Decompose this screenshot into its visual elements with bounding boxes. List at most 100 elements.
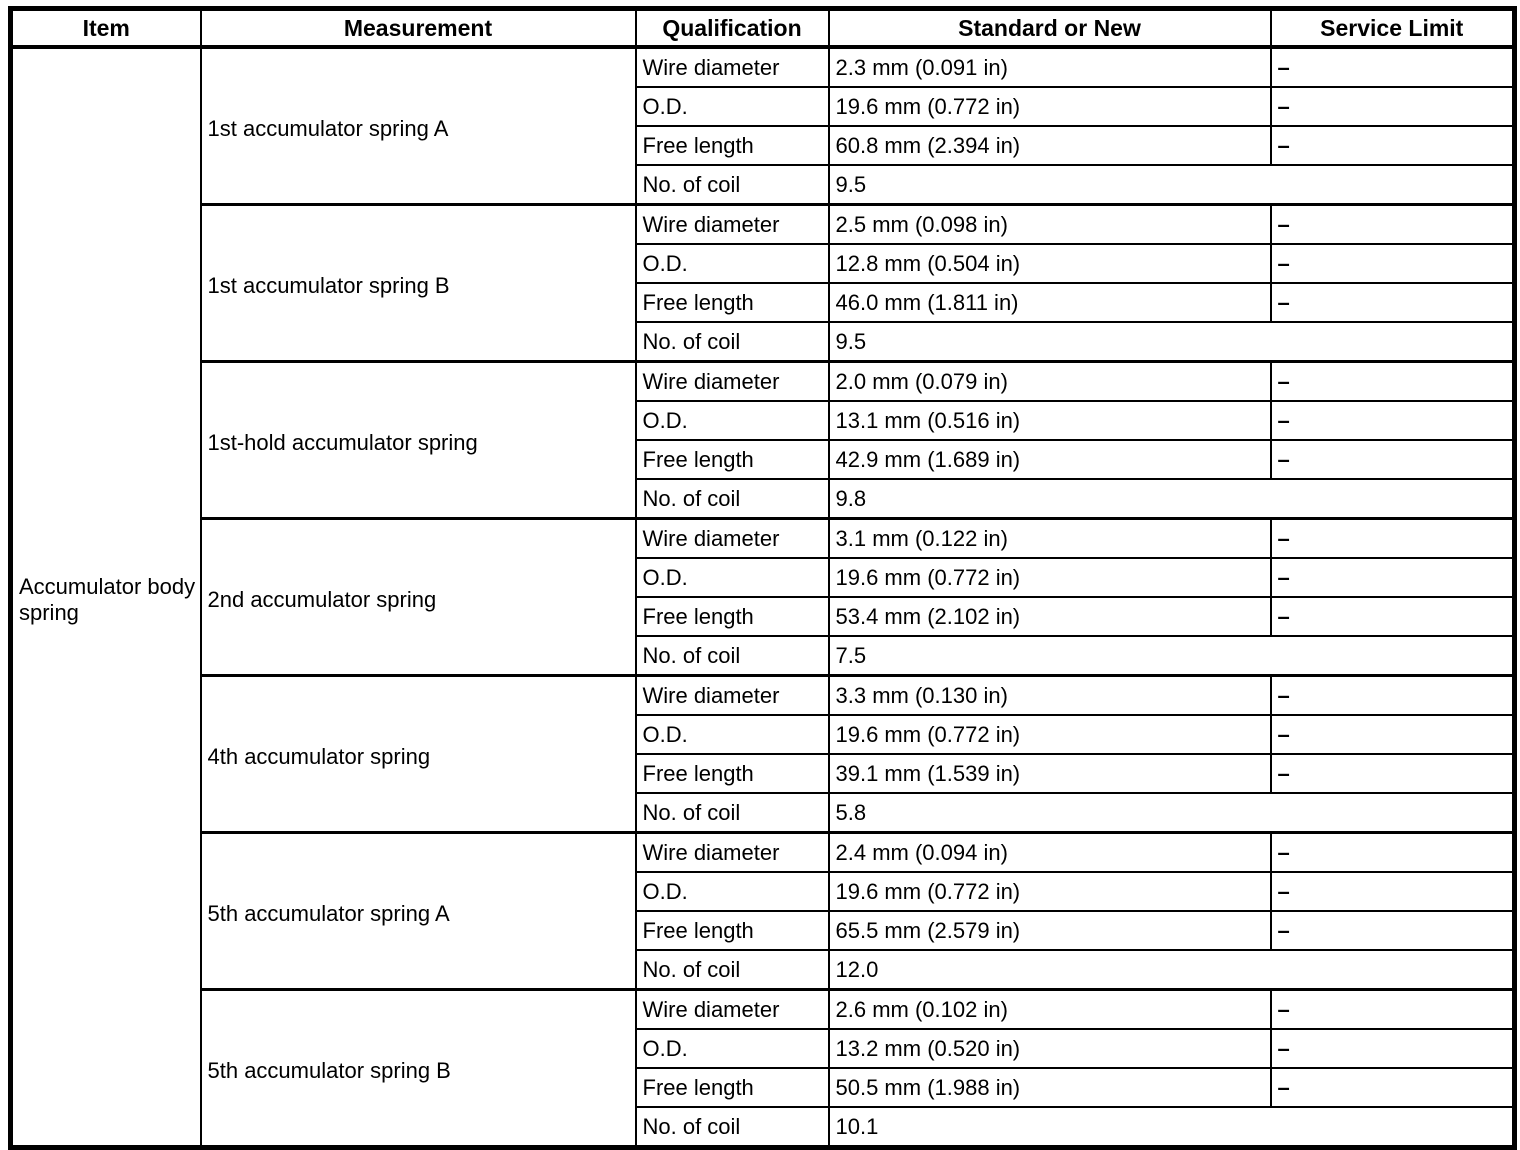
standard-cell: 2.5 mm (0.098 in) — [827, 203, 1272, 245]
qualification-cell: Wire diameter — [634, 831, 830, 873]
measurement-cell: 5th accumulator spring A — [199, 831, 637, 991]
qualification-cell: Free length — [634, 596, 830, 637]
manual-page: Item Measurement Qualification Standard … — [8, 6, 1517, 1150]
table-row: 5th accumulator spring A Wire diameter 2… — [11, 831, 1516, 991]
table-row: O.D. 13.1 mm (0.516 in) – — [11, 400, 1516, 441]
qualification-cell: No. of coil — [634, 949, 830, 991]
measurement-cell: 4th accumulator spring — [199, 674, 637, 834]
table-row: Free length 60.8 mm (2.394 in) – — [11, 125, 1516, 166]
service-limit-cell: – — [1269, 831, 1516, 873]
table-row: O.D. 13.2 mm (0.520 in) – — [11, 1028, 1516, 1069]
table-row: Free length 42.9 mm (1.689 in) – — [11, 439, 1516, 480]
qualification-cell: Wire diameter — [634, 203, 830, 245]
qualification-cell: Free length — [634, 1067, 830, 1108]
service-limit-cell: – — [1269, 910, 1516, 951]
service-limit-cell: – — [1269, 46, 1516, 88]
header-cell-measurement: Measurement — [199, 7, 637, 49]
table-row: 5th accumulator spring B Wire diameter 2… — [11, 988, 1516, 1149]
table-row: O.D. 19.6 mm (0.772 in) – — [11, 86, 1516, 127]
table-row: No. of coil 9.5 — [11, 164, 1516, 206]
header-cell-service-limit: Service Limit — [1269, 7, 1516, 49]
qualification-cell: No. of coil — [634, 792, 830, 834]
table-row: 4th accumulator spring Wire diameter 3.3… — [11, 674, 1516, 834]
standard-cell: 19.6 mm (0.772 in) — [827, 871, 1272, 912]
standard-cell: 5.8 — [827, 792, 1516, 834]
qualification-cell: No. of coil — [634, 321, 830, 363]
spring-spec-table: Item Measurement Qualification Standard … — [8, 6, 1517, 1150]
table-row: No. of coil 9.8 — [11, 478, 1516, 520]
qualification-cell: Free length — [634, 282, 830, 323]
standard-cell: 19.6 mm (0.772 in) — [827, 714, 1272, 755]
qualification-cell: Wire diameter — [634, 988, 830, 1030]
table-row: O.D. 12.8 mm (0.504 in) – — [11, 243, 1516, 284]
standard-cell: 42.9 mm (1.689 in) — [827, 439, 1272, 480]
qualification-cell: No. of coil — [634, 635, 830, 677]
measurement-cell: 2nd accumulator spring — [199, 517, 637, 677]
measurement-cell: 1st accumulator spring B — [199, 203, 637, 363]
table-row: Accumulator body spring 1st accumulator … — [9, 46, 1516, 1149]
table-row: O.D. 19.6 mm (0.772 in) – — [11, 714, 1516, 755]
standard-cell: 39.1 mm (1.539 in) — [827, 753, 1272, 794]
table-row: 1st-hold accumulator spring Wire diamete… — [11, 360, 1516, 520]
table-row: Free length 46.0 mm (1.811 in) – — [11, 282, 1516, 323]
qualification-cell: Wire diameter — [634, 46, 830, 88]
service-limit-cell: – — [1269, 674, 1516, 716]
standard-cell: 2.3 mm (0.091 in) — [827, 46, 1272, 88]
standard-cell: 60.8 mm (2.394 in) — [827, 125, 1272, 166]
standard-cell: 2.6 mm (0.102 in) — [827, 988, 1272, 1030]
standard-cell: 13.1 mm (0.516 in) — [827, 400, 1272, 441]
standard-cell: 7.5 — [827, 635, 1516, 677]
standard-cell: 2.4 mm (0.094 in) — [827, 831, 1272, 873]
service-limit-cell: – — [1269, 282, 1516, 323]
service-limit-cell: – — [1269, 988, 1516, 1030]
service-limit-cell: – — [1269, 557, 1516, 598]
table-row: 1st accumulator spring B Wire diameter 2… — [11, 203, 1516, 363]
service-limit-cell: – — [1269, 400, 1516, 441]
qualification-cell: Free length — [634, 439, 830, 480]
qualification-cell: No. of coil — [634, 164, 830, 206]
table-row: O.D. 19.6 mm (0.772 in) – — [11, 871, 1516, 912]
standard-cell: 10.1 — [827, 1106, 1516, 1149]
standard-cell: 19.6 mm (0.772 in) — [827, 86, 1272, 127]
standard-cell: 46.0 mm (1.811 in) — [827, 282, 1272, 323]
service-limit-cell: – — [1269, 243, 1516, 284]
service-limit-cell: – — [1269, 125, 1516, 166]
standard-cell: 53.4 mm (2.102 in) — [827, 596, 1272, 637]
standard-cell: 3.1 mm (0.122 in) — [827, 517, 1272, 559]
service-limit-cell: – — [1269, 1067, 1516, 1108]
qualification-cell: O.D. — [634, 86, 830, 127]
service-limit-cell: – — [1269, 360, 1516, 402]
qualification-cell: Wire diameter — [634, 674, 830, 716]
measurement-cell: 5th accumulator spring B — [199, 988, 637, 1149]
header-row: Item Measurement Qualification Standard … — [9, 7, 1516, 49]
standard-cell: 12.8 mm (0.504 in) — [827, 243, 1272, 284]
standard-cell: 9.8 — [827, 478, 1516, 520]
qualification-cell: O.D. — [634, 1028, 830, 1069]
standard-cell: 50.5 mm (1.988 in) — [827, 1067, 1272, 1108]
qualification-cell: Wire diameter — [634, 360, 830, 402]
service-limit-cell: – — [1269, 596, 1516, 637]
table-row: No. of coil 12.0 — [11, 949, 1516, 991]
table-row: No. of coil 5.8 — [11, 792, 1516, 834]
table-row: No. of coil 7.5 — [11, 635, 1516, 677]
table-row: 2nd accumulator spring Wire diameter 3.1… — [11, 517, 1516, 677]
service-limit-cell: – — [1269, 203, 1516, 245]
service-limit-cell: – — [1269, 871, 1516, 912]
qualification-cell: Wire diameter — [634, 517, 830, 559]
measurement-cell: 1st-hold accumulator spring — [199, 360, 637, 520]
qualification-cell: O.D. — [634, 557, 830, 598]
standard-cell: 3.3 mm (0.130 in) — [827, 674, 1272, 716]
standard-cell: 19.6 mm (0.772 in) — [827, 557, 1272, 598]
table-row: No. of coil 9.5 — [11, 321, 1516, 363]
measurement-cell: 1st accumulator spring A — [199, 46, 637, 206]
table-row: O.D. 19.6 mm (0.772 in) – — [11, 557, 1516, 598]
qualification-cell: O.D. — [634, 714, 830, 755]
table-row: Free length 39.1 mm (1.539 in) – — [11, 753, 1516, 794]
service-limit-cell: – — [1269, 517, 1516, 559]
item-cell: Accumulator body spring — [9, 46, 202, 1149]
service-limit-cell: – — [1269, 86, 1516, 127]
header-cell-item: Item — [9, 7, 202, 49]
service-limit-cell: – — [1269, 753, 1516, 794]
standard-cell: 9.5 — [827, 164, 1516, 206]
qualification-cell: O.D. — [634, 400, 830, 441]
